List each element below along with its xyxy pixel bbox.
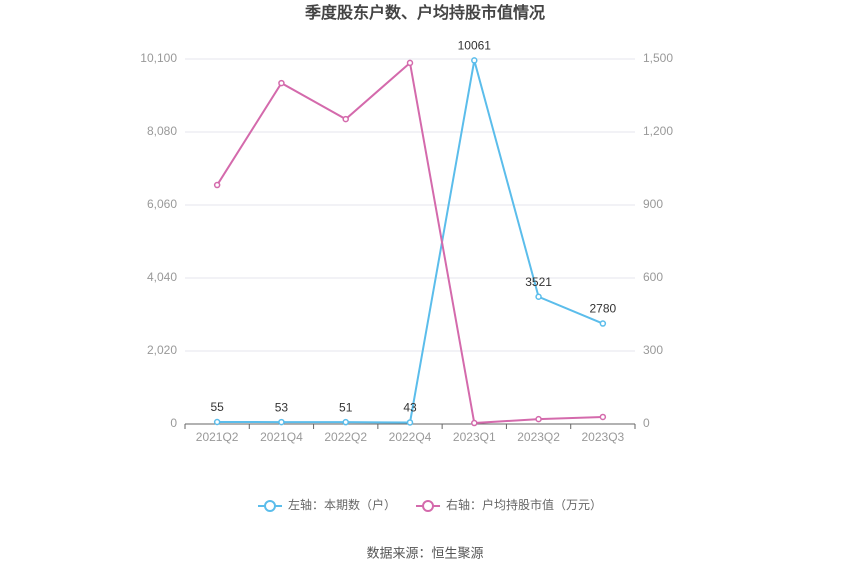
legend-label: 左轴：本期数（户） — [288, 497, 396, 512]
y-tick-label: 0 — [170, 416, 177, 430]
y-tick-label: 8,080 — [147, 124, 177, 138]
x-tick-label: 2023Q1 — [453, 430, 496, 444]
x-tick-label: 2023Q3 — [582, 430, 625, 444]
data-label: 53 — [275, 400, 289, 414]
data-label: 51 — [339, 400, 353, 414]
data-label: 55 — [210, 400, 224, 414]
y-tick-label: 1,500 — [643, 51, 673, 65]
legend-swatch — [422, 500, 435, 512]
x-tick-label: 2021Q2 — [196, 430, 239, 444]
point — [213, 418, 221, 426]
y-tick-label: 300 — [643, 343, 663, 357]
point — [535, 415, 542, 423]
legend-label: 右轴：户均持股市值（万元） — [446, 497, 602, 512]
x-tick-label: 2023Q2 — [517, 430, 560, 444]
source-note: 数据来源：恒生聚源 — [366, 545, 483, 560]
series-line — [216, 60, 603, 425]
data-label: 10061 — [458, 39, 492, 53]
y-tick-label: 900 — [643, 197, 663, 211]
point — [471, 419, 478, 427]
point — [342, 115, 349, 123]
point — [278, 79, 285, 87]
point — [471, 57, 478, 64]
y-tick-label: 4,040 — [147, 270, 177, 284]
data-label: 43 — [403, 401, 417, 415]
y-tick-label: 600 — [643, 270, 663, 284]
point — [599, 413, 607, 421]
y-tick-label: 2,020 — [147, 343, 177, 357]
point — [535, 293, 542, 301]
point — [278, 418, 285, 426]
point — [406, 59, 414, 67]
y-tick-label: 6,060 — [147, 197, 177, 211]
point — [342, 418, 349, 426]
point — [213, 181, 221, 189]
x-tick-label: 2022Q4 — [389, 430, 432, 444]
x-tick-label: 2021Q4 — [260, 430, 303, 444]
data-label: 3521 — [525, 275, 552, 289]
legend-swatch — [264, 500, 276, 512]
chart-title: 季度股东户数、户均持股市值情况 — [304, 3, 545, 22]
point — [406, 419, 414, 426]
y-tick-label: 10,100 — [140, 51, 177, 65]
y-tick-label: 1,200 — [643, 124, 673, 138]
data-label: 2780 — [590, 302, 617, 316]
y-tick-label: 0 — [643, 416, 650, 430]
x-tick-label: 2022Q2 — [324, 430, 367, 444]
series-line — [217, 60, 604, 424]
point — [599, 320, 607, 327]
